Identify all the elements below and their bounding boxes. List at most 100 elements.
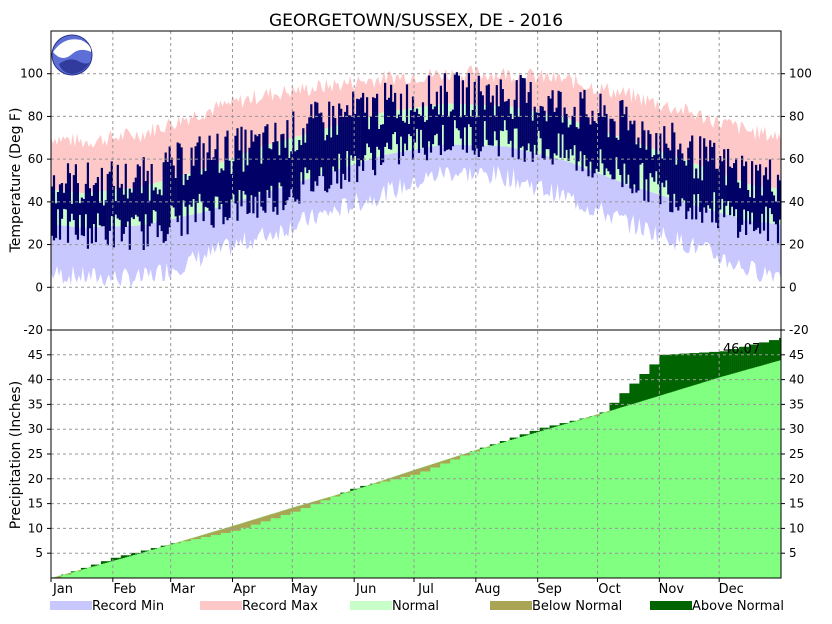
below-normal-bar: [488, 447, 490, 448]
below-normal-bar: [179, 542, 181, 543]
below-normal-bar: [448, 459, 450, 463]
precip-tick-label-right: 35: [789, 397, 804, 411]
temp-tick-label-right: -20: [789, 323, 809, 337]
above-normal-bar: [673, 354, 675, 391]
below-normal-bar: [436, 463, 438, 468]
above-normal-bar: [121, 555, 123, 558]
above-normal-bar: [540, 428, 542, 431]
legend-swatch: [650, 601, 692, 610]
below-normal-bar: [280, 511, 282, 515]
precip-tick-label-left: 40: [28, 373, 43, 387]
temp-tick-label-right: 0: [789, 280, 797, 294]
above-normal-bar: [490, 444, 492, 446]
above-normal-bar: [683, 354, 685, 389]
above-normal-bar: [522, 434, 524, 436]
above-normal-bar: [560, 423, 562, 425]
temp-tick-label-right: 20: [789, 238, 804, 252]
above-normal-bar: [163, 546, 165, 547]
above-normal-bar: [572, 421, 574, 422]
above-normal-bar: [621, 393, 623, 407]
above-normal-bar: [687, 354, 689, 387]
above-normal-bar: [536, 431, 538, 432]
above-normal-bar: [691, 353, 693, 386]
below-normal-bar: [328, 497, 330, 500]
above-normal-bar: [143, 551, 145, 553]
below-normal-bar: [276, 513, 278, 519]
below-normal-bar: [65, 574, 67, 575]
above-normal-bar: [705, 353, 707, 382]
month-tick-label: Jan: [52, 582, 73, 597]
below-normal-bar: [416, 469, 418, 475]
below-normal-bar: [284, 510, 286, 515]
noaa-logo: [52, 35, 92, 75]
below-normal-bar: [221, 530, 223, 533]
above-normal-bar: [775, 340, 777, 361]
legend-label: Below Normal: [532, 599, 622, 614]
below-normal-bar: [249, 521, 251, 528]
above-normal-bar: [516, 438, 518, 439]
above-normal-bar: [530, 431, 532, 434]
below-normal-bar: [67, 574, 69, 575]
above-normal-bar: [548, 428, 550, 429]
below-normal-bar: [183, 541, 185, 542]
above-normal-bar: [370, 484, 372, 485]
temp-tick-label-right: 100: [789, 67, 812, 81]
below-normal-bar: [302, 505, 304, 508]
above-normal-bar: [582, 419, 584, 420]
below-normal-bar: [274, 513, 276, 518]
above-normal-bar: [340, 493, 342, 494]
month-tick-label: Jun: [355, 582, 376, 597]
above-normal-bar: [600, 412, 602, 413]
precip-tick-label-right: 25: [789, 447, 804, 461]
below-normal-bar: [254, 519, 256, 524]
below-normal-bar: [191, 538, 193, 539]
above-normal-bar: [61, 575, 63, 576]
above-normal-bar: [635, 384, 637, 403]
below-normal-bar: [338, 494, 340, 496]
above-normal-bar: [715, 352, 717, 378]
above-normal-bar: [602, 412, 604, 413]
below-normal-bar: [211, 532, 213, 535]
below-normal-bar: [438, 462, 440, 467]
below-normal-bar: [432, 464, 434, 467]
below-normal-bar: [424, 467, 426, 472]
legend-label: Record Max: [242, 599, 318, 614]
above-normal-bar: [85, 568, 87, 569]
above-normal-bar: [71, 571, 73, 572]
above-normal-bar: [526, 434, 528, 435]
below-normal-bar: [444, 460, 446, 463]
above-normal-bar: [73, 571, 75, 572]
below-normal-bar: [606, 412, 608, 413]
above-normal-bar: [617, 403, 619, 408]
above-normal-bar: [763, 342, 765, 364]
below-normal-bar: [262, 517, 264, 522]
above-normal-bar: [773, 340, 775, 362]
above-normal-bar: [552, 425, 554, 427]
above-normal-bar: [364, 486, 366, 487]
above-normal-bar: [769, 340, 771, 363]
temperature-axis-label: Temperature (Deg F): [8, 108, 24, 254]
legend-swatch: [50, 601, 92, 610]
temp-tick-label-right: 80: [789, 109, 804, 123]
below-normal-bar: [187, 540, 189, 542]
below-normal-bar: [336, 495, 338, 497]
below-normal-bar: [79, 570, 81, 571]
above-normal-bar: [524, 434, 526, 436]
below-normal-bar: [243, 523, 245, 528]
below-normal-bar: [239, 524, 241, 531]
precip-tick-label-right: 45: [789, 348, 804, 362]
below-normal-bar: [406, 473, 408, 477]
above-normal-bar: [532, 431, 534, 434]
below-normal-bar: [294, 507, 296, 512]
above-normal-bar: [677, 354, 679, 390]
above-normal-bar: [570, 421, 572, 423]
above-normal-bar: [119, 558, 121, 559]
below-normal-bar: [446, 460, 448, 464]
above-normal-bar: [703, 353, 705, 383]
below-normal-bar: [452, 458, 454, 460]
below-normal-bar: [478, 449, 480, 451]
temp-tick-label-left: 60: [28, 152, 43, 166]
precip-tick-label-right: 15: [789, 497, 804, 511]
above-normal-bar: [91, 565, 93, 567]
above-normal-bar: [109, 561, 111, 562]
